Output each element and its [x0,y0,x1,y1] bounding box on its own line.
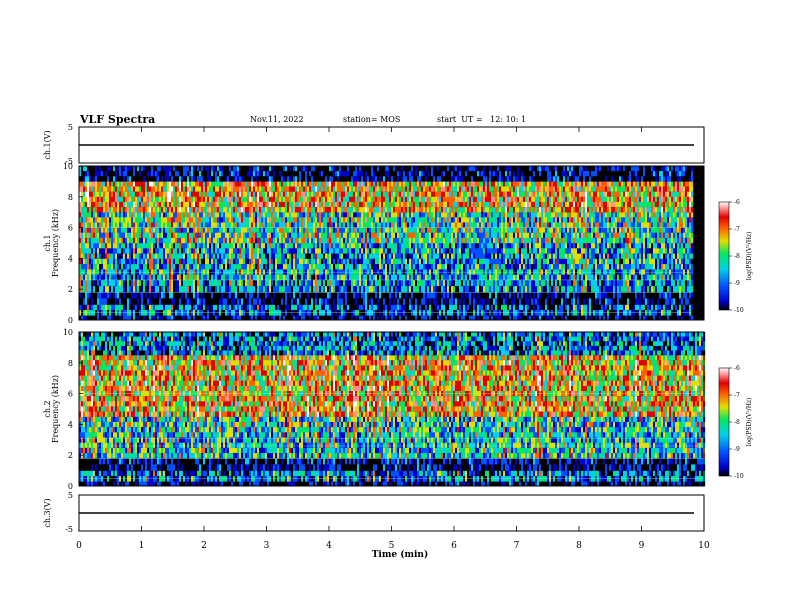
x-axis-ticks: 0 1 2 3 4 5 6 7 8 9 10 [76,127,710,551]
ch1-colorbar [718,201,730,311]
xtick-label: 2 [201,541,207,551]
ytick-label: 10 [63,162,73,171]
xtick-label: 1 [139,541,145,551]
xtick-label: 8 [576,541,582,551]
colorbar-tick-label: -9 [734,280,740,287]
ytick-label: 6 [68,390,73,399]
ytick-label: 4 [68,254,73,263]
colorbar-tick-label: -8 [734,253,740,260]
ytick-label: 0 [68,482,73,491]
ch2-spectrogram-ylabel-line2: Frequency (kHz) [51,375,60,443]
ytick-label: 8 [68,359,73,368]
ytick-label: 2 [68,285,73,294]
xtick-label: 9 [639,541,645,551]
ytick-label: 4 [68,420,73,429]
x-axis-label: Time (min) [372,549,429,560]
colorbar-tick-label: -9 [734,446,740,453]
ch1-ytick-bottom: -5 [65,157,73,166]
xtick-label: 0 [76,541,82,551]
ch2-spectrogram [78,331,706,487]
ytick-label: 6 [68,224,73,233]
ch2-colorbar-label: log(PSD)(V²/Hz) [746,398,753,447]
ytick-label: 0 [68,316,73,325]
ch2-spectrogram-ylabel-line1: ch.2 [43,400,52,417]
ch3-ytick-top: 5 [68,491,73,500]
ch1-spectrogram [78,165,705,321]
ytick-label: 10 [63,328,73,337]
colorbar-tick-label: -7 [734,392,740,399]
xtick-label: 4 [326,541,332,551]
station-label: station= MOS [343,115,401,124]
xtick-label: 6 [451,541,457,551]
colorbar-tick-label: -6 [734,199,740,206]
ch1-spectrogram-ylabel-line2: Frequency (kHz) [51,209,60,277]
xtick-label: 7 [514,541,520,551]
start-time-label: start UT = 12: 10: 1 [437,115,527,124]
colorbar-tick-label: -10 [734,307,744,314]
ch1-spectrogram-ylabel-line1: ch.1 [43,234,52,251]
ytick-label: 2 [68,451,73,460]
ch1-spectrogram-yticks: 0 2 4 6 8 10 [63,162,83,325]
ch2-colorbar [718,367,730,477]
ch1-ytick-top: 5 [68,123,73,132]
ch2-colorbar-ticks: -6 -7 -8 -9 -10 [729,365,744,480]
colorbar-tick-label: -7 [734,226,740,233]
xtick-label: 5 [389,541,395,551]
date-label: Nov.11, 2022 [250,115,304,124]
ytick-label: 8 [68,193,73,202]
ch1-waveform-ylabel: ch.1(V) [43,130,52,159]
colorbar-tick-label: -6 [734,365,740,372]
ch1-colorbar-label: log(PSD)(V²/Hz) [746,232,753,281]
xtick-label: 10 [698,541,710,551]
ch1-colorbar-ticks: -6 -7 -8 -9 -10 [729,199,744,314]
colorbar-tick-label: -8 [734,419,740,426]
ch2-spectrogram-yticks: 0 2 4 6 8 10 [63,328,83,491]
xtick-label: 3 [264,541,270,551]
chart-title: VLF Spectra [80,113,156,126]
ch3-waveform-ylabel: ch.3(V) [43,498,52,527]
ch3-ytick-bottom: -5 [65,525,73,534]
colorbar-tick-label: -10 [734,473,744,480]
